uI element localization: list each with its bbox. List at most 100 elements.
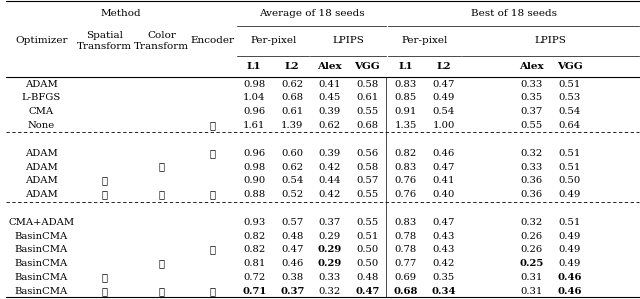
Text: 0.47: 0.47 <box>432 163 454 172</box>
Text: CMA+ADAM: CMA+ADAM <box>8 218 74 227</box>
Text: ✓: ✓ <box>159 163 164 172</box>
Text: LPIPS: LPIPS <box>535 36 566 45</box>
Text: 0.32: 0.32 <box>318 287 340 296</box>
Text: VGG: VGG <box>557 62 582 71</box>
Text: 0.61: 0.61 <box>281 107 303 116</box>
Text: 0.29: 0.29 <box>318 232 340 241</box>
Text: 1.35: 1.35 <box>394 121 417 130</box>
Text: 0.58: 0.58 <box>356 80 378 89</box>
Text: 0.31: 0.31 <box>520 273 543 282</box>
Text: 0.47: 0.47 <box>281 245 303 254</box>
Text: ✓: ✓ <box>159 287 164 296</box>
Text: 0.48: 0.48 <box>281 232 303 241</box>
Text: 0.55: 0.55 <box>356 107 378 116</box>
Text: ✓: ✓ <box>159 259 164 268</box>
Text: 0.57: 0.57 <box>356 176 378 185</box>
Text: BasinCMA: BasinCMA <box>15 273 68 282</box>
Text: 0.58: 0.58 <box>356 163 378 172</box>
Text: Spatial
Transform: Spatial Transform <box>77 31 132 51</box>
Text: 0.35: 0.35 <box>520 93 543 103</box>
Text: 0.62: 0.62 <box>318 121 340 130</box>
Text: 1.00: 1.00 <box>432 121 454 130</box>
Text: 0.49: 0.49 <box>559 245 581 254</box>
Text: 0.68: 0.68 <box>356 121 378 130</box>
Text: 0.31: 0.31 <box>520 287 543 296</box>
Text: 0.82: 0.82 <box>394 149 417 158</box>
Text: 0.60: 0.60 <box>281 149 303 158</box>
Text: None: None <box>28 121 55 130</box>
Text: 0.49: 0.49 <box>559 232 581 241</box>
Text: 0.54: 0.54 <box>281 176 303 185</box>
Text: 0.50: 0.50 <box>356 245 378 254</box>
Text: 0.37: 0.37 <box>280 287 305 296</box>
Text: 0.82: 0.82 <box>243 245 266 254</box>
Text: 0.50: 0.50 <box>356 259 378 268</box>
Text: 0.42: 0.42 <box>318 190 340 199</box>
Text: 0.54: 0.54 <box>432 107 454 116</box>
Text: 0.36: 0.36 <box>521 190 543 199</box>
Text: 0.46: 0.46 <box>557 273 582 282</box>
Text: Method: Method <box>100 9 141 18</box>
Text: 0.34: 0.34 <box>431 287 456 296</box>
Text: L2: L2 <box>436 62 451 71</box>
Text: BasinCMA: BasinCMA <box>15 245 68 254</box>
Text: 0.42: 0.42 <box>432 259 454 268</box>
Text: LPIPS: LPIPS <box>332 36 364 45</box>
Text: 0.78: 0.78 <box>394 245 417 254</box>
Text: 0.69: 0.69 <box>394 273 417 282</box>
Text: 0.47: 0.47 <box>432 218 454 227</box>
Text: 0.50: 0.50 <box>559 176 581 185</box>
Text: 0.53: 0.53 <box>559 93 581 103</box>
Text: 0.39: 0.39 <box>318 107 340 116</box>
Text: 0.72: 0.72 <box>243 273 266 282</box>
Text: ADAM: ADAM <box>25 149 58 158</box>
Text: 0.46: 0.46 <box>557 287 582 296</box>
Text: CMA: CMA <box>29 107 54 116</box>
Text: ✓: ✓ <box>102 287 108 296</box>
Text: 0.83: 0.83 <box>394 218 417 227</box>
Text: 0.32: 0.32 <box>520 149 543 158</box>
Text: Per-pixel: Per-pixel <box>401 36 447 45</box>
Text: 0.83: 0.83 <box>394 80 417 89</box>
Text: 0.47: 0.47 <box>432 80 454 89</box>
Text: L-BFGS: L-BFGS <box>22 93 61 103</box>
Text: 0.48: 0.48 <box>356 273 378 282</box>
Text: 0.71: 0.71 <box>242 287 266 296</box>
Text: 0.33: 0.33 <box>520 163 543 172</box>
Text: 0.51: 0.51 <box>559 218 581 227</box>
Text: ADAM: ADAM <box>25 163 58 172</box>
Text: 0.55: 0.55 <box>356 218 378 227</box>
Text: 0.91: 0.91 <box>394 107 417 116</box>
Text: 0.51: 0.51 <box>559 149 581 158</box>
Text: Average of 18 seeds: Average of 18 seeds <box>259 9 365 18</box>
Text: 0.98: 0.98 <box>243 163 266 172</box>
Text: 0.37: 0.37 <box>520 107 543 116</box>
Text: 0.37: 0.37 <box>318 218 340 227</box>
Text: 0.41: 0.41 <box>432 176 454 185</box>
Text: ✓: ✓ <box>102 273 108 282</box>
Text: 0.78: 0.78 <box>394 232 417 241</box>
Text: 0.76: 0.76 <box>394 190 417 199</box>
Text: 0.54: 0.54 <box>559 107 581 116</box>
Text: 0.96: 0.96 <box>243 149 266 158</box>
Text: 0.57: 0.57 <box>281 218 303 227</box>
Text: ✓: ✓ <box>102 190 108 199</box>
Text: ADAM: ADAM <box>25 176 58 185</box>
Text: Alex: Alex <box>520 62 544 71</box>
Text: 0.90: 0.90 <box>243 176 266 185</box>
Text: 1.61: 1.61 <box>243 121 266 130</box>
Text: 0.49: 0.49 <box>559 259 581 268</box>
Text: 0.32: 0.32 <box>520 218 543 227</box>
Text: 0.56: 0.56 <box>356 149 378 158</box>
Text: VGG: VGG <box>355 62 380 71</box>
Text: ✓: ✓ <box>209 245 215 254</box>
Text: ADAM: ADAM <box>25 190 58 199</box>
Text: ✓: ✓ <box>209 190 215 199</box>
Text: 0.62: 0.62 <box>281 80 303 89</box>
Text: 0.49: 0.49 <box>559 190 581 199</box>
Text: 0.42: 0.42 <box>318 163 340 172</box>
Text: 0.88: 0.88 <box>243 190 266 199</box>
Text: 0.41: 0.41 <box>318 80 340 89</box>
Text: 0.68: 0.68 <box>281 93 303 103</box>
Text: ADAM: ADAM <box>25 80 58 89</box>
